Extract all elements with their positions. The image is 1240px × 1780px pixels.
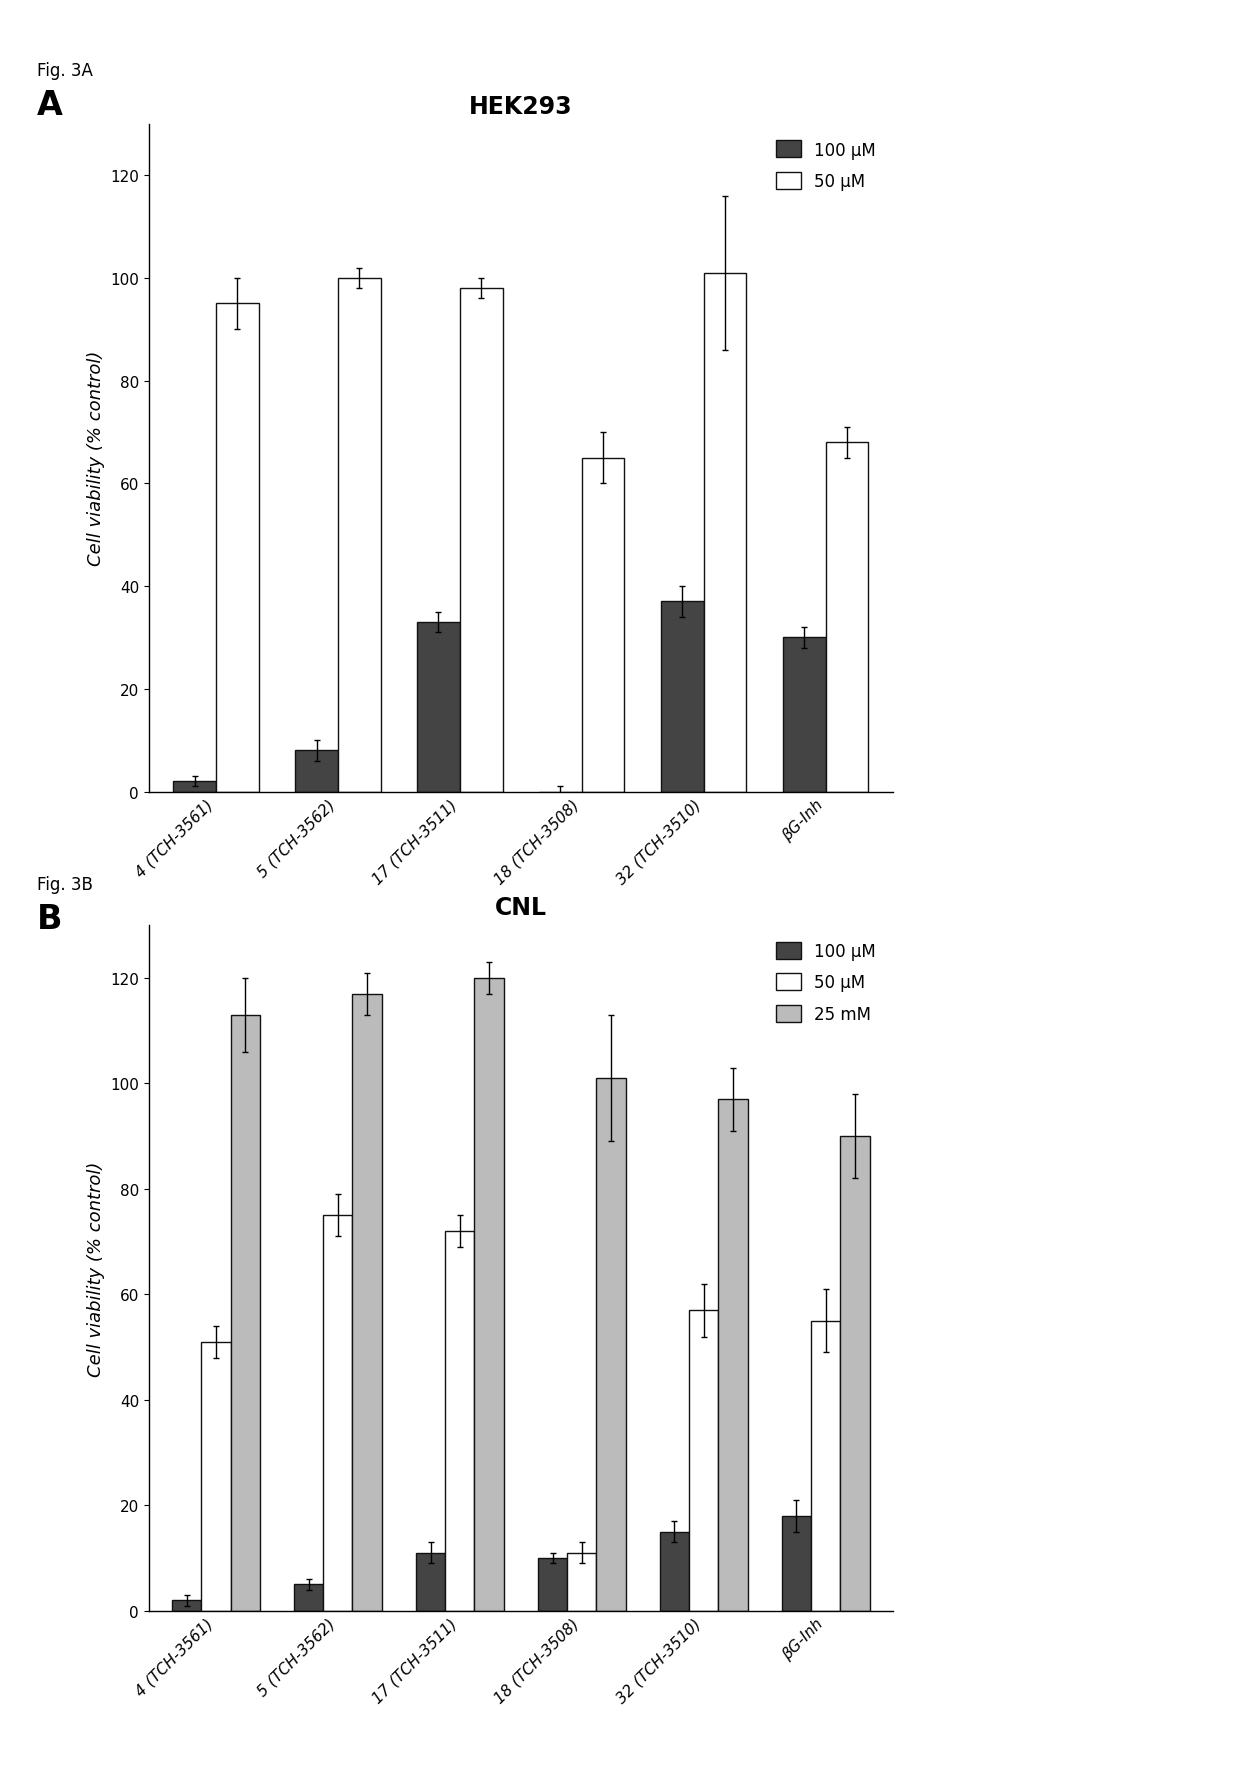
Bar	[704, 274, 746, 792]
Y-axis label: Cell viability (% control): Cell viability (% control)	[87, 1161, 104, 1376]
Bar	[460, 288, 502, 792]
Bar	[216, 304, 259, 792]
Bar	[781, 1517, 811, 1611]
Bar	[294, 1584, 324, 1611]
Legend: 100 μM, 50 μM, 25 mM: 100 μM, 50 μM, 25 mM	[768, 934, 884, 1032]
Bar	[826, 443, 868, 792]
Bar	[811, 1321, 841, 1611]
Bar	[295, 751, 337, 792]
Bar	[174, 781, 216, 792]
Bar	[172, 1600, 201, 1611]
Bar	[475, 979, 503, 1611]
Text: Fig. 3B: Fig. 3B	[37, 876, 93, 894]
Bar	[596, 1079, 626, 1611]
Bar	[415, 1552, 445, 1611]
Text: B: B	[37, 902, 63, 936]
Bar	[445, 1232, 475, 1611]
Y-axis label: Cell viability (% control): Cell viability (% control)	[87, 351, 104, 566]
Bar	[689, 1310, 718, 1611]
Bar	[538, 1558, 567, 1611]
Text: Fig. 3A: Fig. 3A	[37, 62, 93, 80]
Bar	[567, 1552, 596, 1611]
Bar	[352, 993, 382, 1611]
Bar	[324, 1216, 352, 1611]
Title: HEK293: HEK293	[469, 94, 573, 119]
Bar	[201, 1342, 231, 1611]
Bar	[661, 602, 704, 792]
Bar	[417, 623, 460, 792]
Bar	[782, 637, 826, 792]
Bar	[582, 457, 625, 792]
Bar	[718, 1100, 748, 1611]
Text: A: A	[37, 89, 63, 123]
Bar	[841, 1136, 869, 1611]
Title: CNL: CNL	[495, 895, 547, 920]
Legend: 100 μM, 50 μM: 100 μM, 50 μM	[768, 134, 884, 199]
Bar	[231, 1015, 260, 1611]
Bar	[660, 1533, 689, 1611]
Bar	[337, 279, 381, 792]
